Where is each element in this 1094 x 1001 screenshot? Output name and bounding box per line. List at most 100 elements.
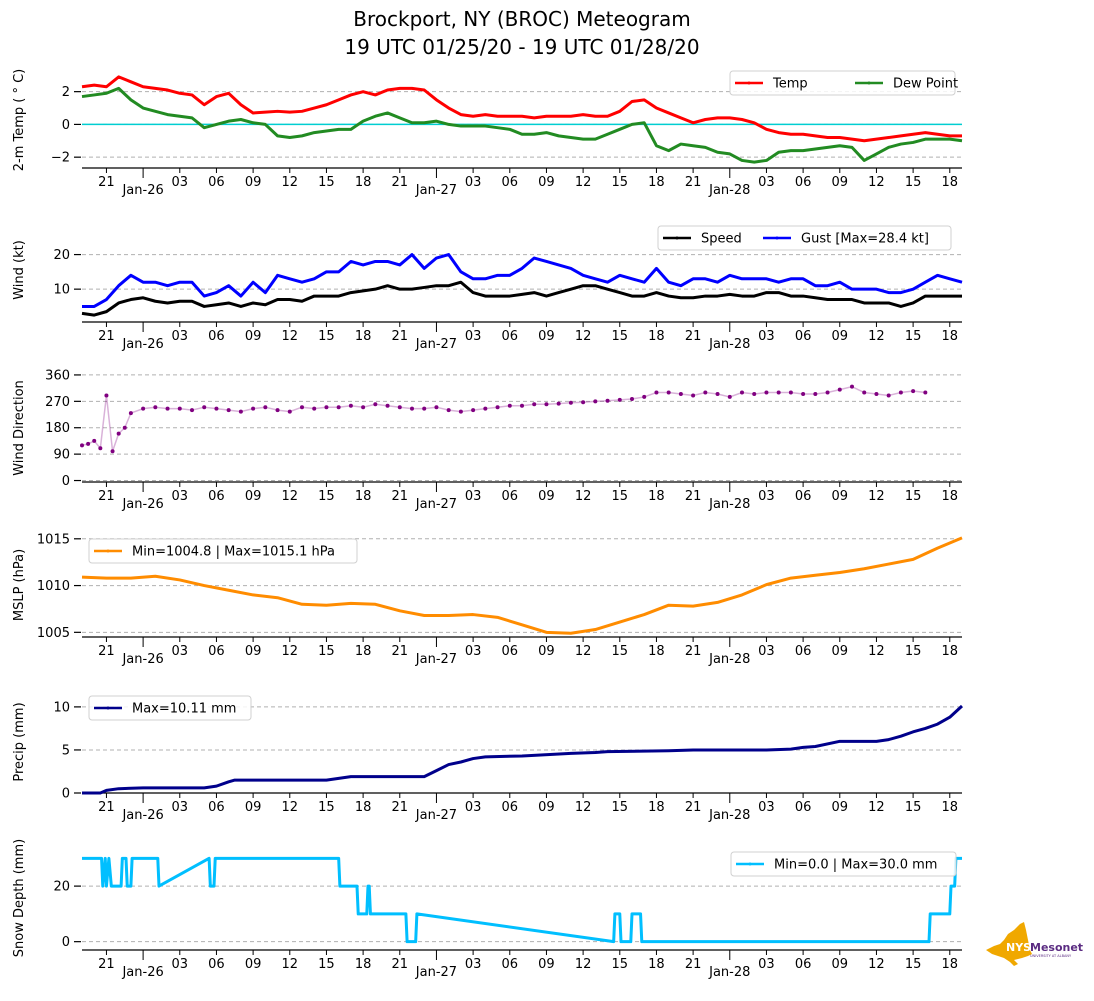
wind_direction-data-point — [410, 406, 414, 411]
wind_direction-xtick-label: 18 — [355, 489, 372, 504]
precip-series-max-line — [82, 704, 964, 795]
wind_direction-xtick-label: 09 — [832, 489, 849, 504]
wind_direction-xtick-label: 15 — [612, 489, 629, 504]
wind_direction-ytick-label: 90 — [53, 448, 70, 463]
wind_direction-ytick-label: 360 — [45, 368, 70, 383]
wind_direction-data-point — [911, 389, 916, 394]
wind_direction-series-line — [81, 385, 926, 452]
wind_direction-data-point — [122, 425, 127, 430]
mslp-xtick-label: 18 — [648, 644, 665, 659]
wind-xtick-label: 21 — [392, 329, 409, 344]
wind_direction-data-point — [238, 409, 243, 414]
temp-xtick-label: 18 — [648, 175, 665, 190]
wind_direction-data-point — [923, 390, 928, 395]
precip-xtick-label: 18 — [942, 800, 959, 815]
wind_direction-data-point — [104, 393, 109, 398]
wind_direction-data-point — [544, 402, 549, 407]
mslp-xtick-label: 09 — [832, 644, 849, 659]
wind_direction-date-label: Jan-26 — [121, 497, 163, 512]
wind_direction-data-point — [691, 393, 696, 398]
wind_direction-data-point — [752, 392, 757, 396]
logo-nys-text: NYS — [1006, 941, 1031, 954]
wind_direction-data-point — [110, 449, 115, 454]
wind_direction-data-point — [764, 390, 769, 395]
precip-ytick-label: 0 — [62, 787, 70, 802]
wind-xtick-label: 12 — [868, 329, 885, 344]
temp-date-label: Jan-28 — [708, 183, 750, 198]
wind_direction-data-point — [813, 392, 818, 396]
wind-ytick-label: 10 — [53, 283, 70, 298]
precip-ylabel: Precip (mm) — [12, 702, 27, 781]
wind-xtick-label: 09 — [538, 329, 555, 344]
wind_direction-data-point — [190, 408, 194, 413]
snow_depth-xtick-label: 12 — [575, 957, 592, 972]
snow_depth-date-label: Jan-28 — [708, 965, 750, 980]
wind_direction-xtick-label: 03 — [172, 489, 189, 504]
wind_direction-xtick-label: 18 — [942, 489, 959, 504]
wind-legend-label: Speed — [701, 232, 742, 247]
precip-xtick-label: 12 — [575, 800, 592, 815]
wind_direction-data-point — [336, 405, 341, 410]
wind_direction-data-point — [740, 390, 744, 395]
wind_direction-data-point — [532, 402, 537, 407]
temp-xtick-label: 18 — [355, 175, 372, 190]
wind_direction-data-point — [886, 393, 891, 398]
temp-xtick-label: 06 — [795, 175, 812, 190]
precip-date-label: Jan-26 — [121, 808, 163, 823]
wind-xtick-label: 03 — [758, 329, 775, 344]
wind_direction-xtick-label: 21 — [685, 489, 702, 504]
wind-xtick-label: 15 — [318, 329, 335, 344]
wind_direction-xtick-label: 18 — [648, 489, 665, 504]
wind_direction-xtick-label: 06 — [208, 489, 225, 504]
mslp-xtick-label: 09 — [245, 644, 262, 659]
wind_direction-data-point — [556, 401, 561, 406]
snow_depth-legend-marker — [748, 862, 752, 866]
mslp-ytick-label: 1010 — [37, 579, 70, 594]
wind-xtick-label: 15 — [612, 329, 629, 344]
wind_direction-xtick-label: 12 — [868, 489, 885, 504]
wind_direction-data-point — [300, 405, 304, 410]
wind_direction-data-point — [605, 398, 610, 403]
wind_direction-data-point — [177, 406, 182, 411]
wind_direction-data-point — [727, 394, 732, 399]
precip-xtick-label: 12 — [282, 800, 299, 815]
temp-xtick-label: 03 — [758, 175, 775, 190]
temp-xtick-label: 21 — [98, 175, 115, 190]
precip-xtick-label: 06 — [795, 800, 812, 815]
temp-xtick-label: 15 — [905, 175, 922, 190]
wind_direction-xtick-label: 21 — [98, 489, 115, 504]
wind-xtick-label: 06 — [208, 329, 225, 344]
precip-xtick-label: 09 — [538, 800, 555, 815]
precip-xtick-label: 21 — [685, 800, 702, 815]
temp-xtick-label: 12 — [868, 175, 885, 190]
precip-legend-label: Max=10.11 mm — [132, 702, 236, 717]
precip-xtick-label: 09 — [245, 800, 262, 815]
temp-legend-label: Dew Point — [893, 77, 958, 92]
wind_direction-data-point — [141, 406, 146, 411]
wind_direction-data-point — [654, 390, 659, 395]
precip-ytick-label: 10 — [53, 700, 70, 715]
wind_direction-data-point — [361, 405, 366, 410]
chart-title-line-1: Brockport, NY (BROC) Meteogram — [353, 7, 691, 31]
snow_depth-xtick-label: 18 — [648, 957, 665, 972]
temp-xtick-label: 21 — [685, 175, 702, 190]
nys-mesonet-logo: NYS Mesonet UNIVERSITY AT ALBANY — [986, 922, 1083, 966]
wind_direction-data-point — [715, 392, 720, 396]
wind-ytick-label: 20 — [53, 248, 70, 263]
mslp-ytick-label: 1015 — [37, 532, 70, 547]
snow_depth-xtick-label: 09 — [538, 957, 555, 972]
wind-xtick-label: 21 — [98, 329, 115, 344]
precip-xtick-label: 06 — [208, 800, 225, 815]
wind_direction-data-point — [617, 397, 622, 402]
temp-series-dew-line — [81, 86, 963, 164]
new-york-state-icon — [986, 922, 1032, 966]
snow_depth-ylabel: Snow Depth (mm) — [12, 839, 27, 957]
temp-ytick-label: 0 — [62, 118, 70, 133]
wind-xtick-label: 18 — [942, 329, 959, 344]
wind-xtick-label: 21 — [685, 329, 702, 344]
snow_depth-xtick-label: 15 — [318, 957, 335, 972]
wind_direction-ytick-label: 0 — [62, 474, 70, 489]
wind-series-speed-line — [81, 280, 962, 317]
wind-legend — [657, 225, 952, 251]
wind_direction-data-point — [214, 406, 219, 411]
